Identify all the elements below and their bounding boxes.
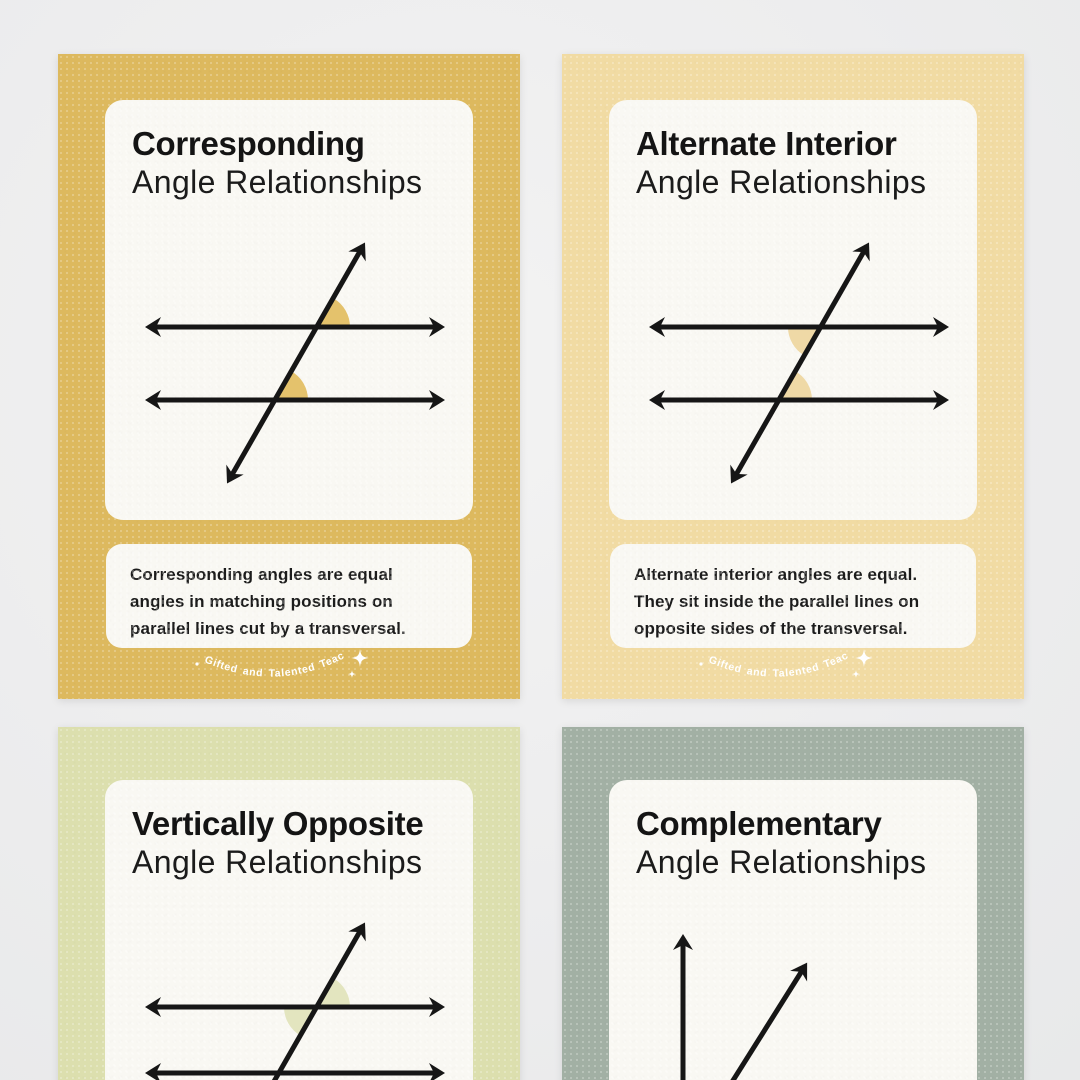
card-corresponding: Corresponding Angle Relationships Corres… [58, 54, 520, 699]
description-line: angles in matching positions on [130, 592, 393, 611]
angles-diagram-alternate-interior [649, 242, 949, 484]
card-title: Alternate Interior Angle Relationships [636, 124, 967, 202]
dot-icon [699, 662, 703, 666]
description-line: They sit inside the parallel lines on [634, 592, 920, 611]
title-regular: Angle Relationships [132, 164, 423, 200]
dot-icon [195, 662, 199, 666]
title-regular: Angle Relationships [132, 844, 423, 880]
title-panel: Vertically Opposite Angle Relationships [105, 780, 473, 1080]
description-panel: Alternate interior angles are equal. The… [610, 544, 976, 648]
sparkle-icon [351, 649, 369, 667]
card-alternate-interior: Alternate Interior Angle Relationships A… [562, 54, 1024, 699]
angles-diagram-corresponding [145, 242, 445, 484]
card-vertically-opposite: Vertically Opposite Angle Relationships [58, 727, 520, 1080]
brand-logo: Gifted and Talented Teacher [178, 646, 369, 680]
transversal-line [730, 242, 870, 484]
card-title: Vertically Opposite Angle Relationships [132, 804, 463, 882]
card-title: Corresponding Angle Relationships [132, 124, 463, 202]
title-regular: Angle Relationships [636, 164, 927, 200]
transversal-line [226, 922, 366, 1080]
title-panel: Complementary Angle Relationships [609, 780, 977, 1080]
brand-text: Gifted and Talented Teacher [682, 646, 850, 680]
title-regular: Angle Relationships [636, 844, 927, 880]
description-panel: Corresponding angles are equal angles in… [106, 544, 472, 648]
sparkle-icon [855, 649, 873, 667]
transversal-line [226, 242, 366, 484]
title-bold: Alternate Interior [636, 125, 897, 162]
description-line: parallel lines cut by a transversal. [130, 619, 406, 638]
card-title: Complementary Angle Relationships [636, 804, 967, 882]
ray-diagonal [730, 962, 808, 1080]
sparkle-icon-small [347, 669, 357, 679]
title-panel: Alternate Interior Angle Relationships [609, 100, 977, 520]
title-bold: Corresponding [132, 125, 365, 162]
sparkle-icon-small [851, 669, 861, 679]
brand-logo: Gifted and Talented Teacher [682, 646, 873, 680]
angles-diagram-vertically-opposite [145, 922, 445, 1080]
description-line: Alternate interior angles are equal. [634, 565, 918, 584]
angles-diagram-complementary [673, 934, 808, 1080]
description-line: opposite sides of the transversal. [634, 619, 908, 638]
title-bold: Vertically Opposite [132, 805, 424, 842]
card-complementary: Complementary Angle Relationships [562, 727, 1024, 1080]
title-panel: Corresponding Angle Relationships [105, 100, 473, 520]
brand-text: Gifted and Talented Teacher [178, 646, 346, 680]
title-bold: Complementary [636, 805, 882, 842]
description-line: Corresponding angles are equal [130, 565, 393, 584]
